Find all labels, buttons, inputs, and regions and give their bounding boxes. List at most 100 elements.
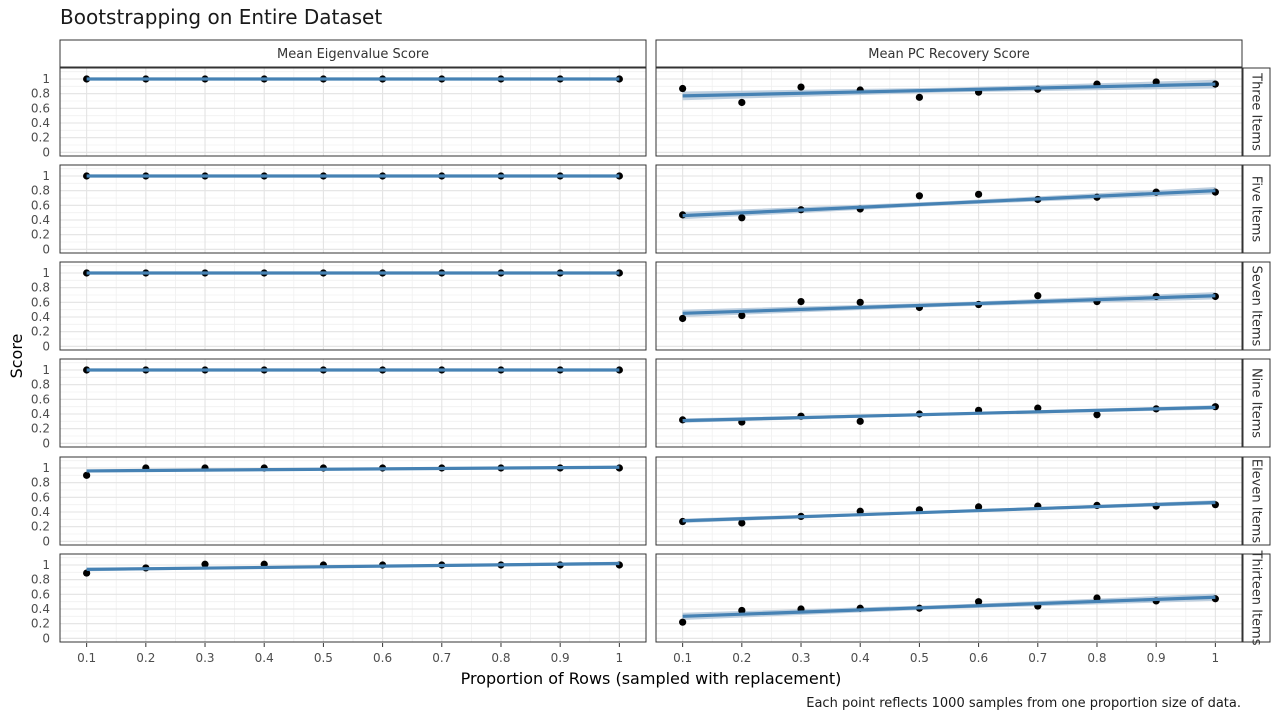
- data-point: [856, 298, 864, 306]
- y-tick-label: 0.8: [31, 573, 50, 587]
- panel-border: [59, 164, 647, 254]
- row-strip: [1242, 164, 1271, 254]
- row-strip: [1242, 553, 1271, 643]
- x-tick-label: 0.9: [1147, 651, 1166, 665]
- row-strip-label: Eleven Items: [1249, 459, 1264, 543]
- x-tick-label: 0.3: [791, 651, 810, 665]
- row-strip: [1242, 67, 1271, 157]
- facet-panel: [59, 164, 647, 254]
- y-tick-label: 0.6: [31, 101, 50, 115]
- data-point: [915, 93, 924, 101]
- y-tick-label: 1: [42, 266, 50, 280]
- row-strip-label: Seven Items: [1249, 266, 1264, 347]
- x-tick-label: 0.4: [255, 651, 274, 665]
- panel-border: [59, 261, 647, 351]
- data-point: [738, 311, 746, 320]
- x-tick-label: 0.5: [910, 651, 929, 665]
- fit-line: [86, 561, 620, 571]
- data-point: [679, 314, 687, 323]
- y-tick-label: 0.8: [31, 378, 50, 392]
- facet-panel: [59, 553, 647, 643]
- y-tick-label: 0.8: [31, 281, 50, 295]
- data-point: [738, 606, 746, 615]
- y-tick-label: 0.8: [31, 87, 50, 101]
- data-point: [738, 214, 746, 222]
- y-tick-label: 0.2: [31, 520, 50, 534]
- facet-panel: [59, 456, 647, 546]
- data-point: [974, 598, 983, 606]
- fit-line: [682, 82, 1216, 98]
- y-tick-label: 0.4: [31, 310, 50, 324]
- x-tick-label: 1: [1212, 651, 1220, 665]
- x-axis-title: Proportion of Rows (sampled with replace…: [461, 669, 842, 688]
- y-tick-label: 0.4: [31, 213, 50, 227]
- y-tick-label: 0: [42, 436, 50, 450]
- x-tick-label: 0.6: [373, 651, 392, 665]
- y-tick-label: 0.6: [31, 490, 50, 504]
- y-axis-title: Score: [7, 334, 26, 379]
- x-tick-label: 0.2: [136, 651, 155, 665]
- y-tick-label: 0.4: [31, 407, 50, 421]
- y-tick-label: 0.6: [31, 198, 50, 212]
- row-strip-label: Five Items: [1249, 176, 1264, 243]
- data-point: [83, 471, 91, 479]
- y-tick-label: 0.2: [31, 228, 50, 242]
- y-tick-label: 0.2: [31, 422, 50, 436]
- column-strip-label: Mean Eigenvalue Score: [277, 47, 429, 62]
- y-tick-label: 0: [42, 339, 50, 353]
- x-tick-label: 0.1: [77, 651, 96, 665]
- fit-line: [682, 595, 1216, 618]
- data-point: [679, 618, 687, 626]
- column-strip-label: Mean PC Recovery Score: [868, 47, 1029, 62]
- y-tick-label: 1: [42, 169, 50, 183]
- y-tick-label: 0: [42, 631, 50, 645]
- chart-caption: Each point reflects 1000 samples from on…: [806, 696, 1241, 711]
- facet-panel: [655, 553, 1243, 643]
- panel-border: [655, 261, 1243, 351]
- x-tick-label: 0.5: [314, 651, 333, 665]
- facet-panel: [59, 358, 647, 448]
- data-point: [201, 560, 209, 568]
- column-strip: [655, 39, 1243, 68]
- facet-panel: [59, 67, 647, 157]
- panel-border: [655, 553, 1243, 643]
- y-tick-label: 0: [42, 145, 50, 159]
- y-tick-label: 1: [42, 363, 50, 377]
- data-point: [797, 83, 805, 91]
- data-point: [974, 503, 983, 511]
- y-tick-label: 0.6: [31, 587, 50, 601]
- data-point: [83, 569, 91, 577]
- chart-title: Bootstrapping on Entire Dataset: [60, 5, 382, 29]
- y-tick-label: 1: [42, 72, 50, 86]
- panel-border: [59, 67, 647, 157]
- x-tick-label: 0.2: [732, 651, 751, 665]
- panel-border: [59, 456, 647, 546]
- x-tick-label: 0.9: [551, 651, 570, 665]
- y-tick-label: 0.6: [31, 392, 50, 406]
- y-tick-label: 0.2: [31, 131, 50, 145]
- facet-panel: [655, 164, 1243, 254]
- x-tick-label: 1: [616, 651, 624, 665]
- row-strip-label: Three Items: [1249, 72, 1264, 151]
- x-tick-label: 0.7: [1028, 651, 1047, 665]
- y-tick-label: 0.2: [31, 617, 50, 631]
- fit-line: [682, 189, 1216, 218]
- facet-panel: [655, 358, 1243, 448]
- x-tick-label: 0.8: [1087, 651, 1106, 665]
- row-strip-label: Thirteen Items: [1249, 550, 1264, 646]
- x-tick-label: 0.8: [491, 651, 510, 665]
- facet-panel: [655, 456, 1243, 546]
- data-point: [915, 192, 924, 200]
- fit-line: [682, 405, 1216, 423]
- panel-border: [655, 456, 1243, 546]
- y-tick-label: 0.4: [31, 505, 50, 519]
- panels: Mean Eigenvalue Score Mean PC Recovery Sc…: [31, 39, 1271, 665]
- y-tick-label: 0.8: [31, 184, 50, 198]
- x-tick-label: 0.1: [673, 651, 692, 665]
- data-point: [738, 519, 746, 527]
- data-point: [797, 298, 805, 306]
- data-point: [974, 190, 983, 198]
- x-tick-label: 0.7: [432, 651, 451, 665]
- facet-panel: [655, 67, 1243, 157]
